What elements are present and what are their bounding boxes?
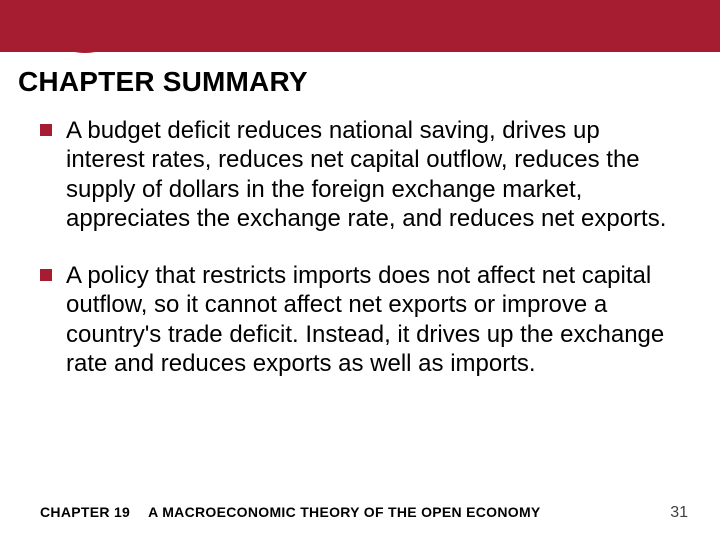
footer: CHAPTER 19 A MACROECONOMIC THEORY OF THE… — [40, 504, 688, 522]
list-item: A budget deficit reduces national saving… — [40, 116, 676, 233]
bullet-text: A budget deficit reduces national saving… — [66, 116, 676, 233]
bullet-square-icon — [40, 124, 52, 136]
bullet-text: A policy that restricts imports does not… — [66, 261, 676, 378]
list-item: A policy that restricts imports does not… — [40, 261, 676, 378]
bullet-square-icon — [40, 269, 52, 281]
page-number: 31 — [670, 504, 688, 522]
header-band — [0, 0, 720, 62]
footer-title: A MACROECONOMIC THEORY OF THE OPEN ECONO… — [148, 504, 540, 520]
footer-chapter: CHAPTER 19 — [40, 504, 130, 520]
slide-title: CHAPTER SUMMARY — [18, 66, 308, 98]
slide: CHAPTER SUMMARY A budget deficit reduces… — [0, 0, 720, 540]
bullet-list: A budget deficit reduces national saving… — [40, 116, 676, 406]
